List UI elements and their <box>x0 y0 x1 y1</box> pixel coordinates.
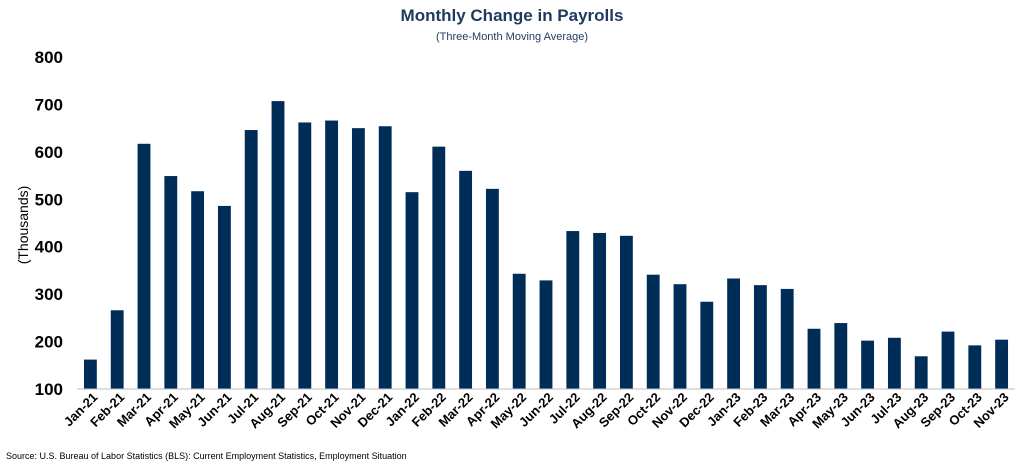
bar-sep-23 <box>941 331 955 389</box>
bar-nov-22 <box>673 284 687 389</box>
bar-apr-23 <box>807 328 821 389</box>
y-axis-ticks: 100 200 300 400 500 600 700 800 <box>35 48 63 399</box>
y-tick-label: 600 <box>35 143 63 162</box>
bar-mar-21 <box>137 143 151 389</box>
bar-dec-22 <box>700 301 714 389</box>
bar-feb-21 <box>110 310 124 389</box>
bar-mar-22 <box>459 170 473 389</box>
source-note: Source: U.S. Bureau of Labor Statistics … <box>6 451 407 461</box>
bar-apr-22 <box>485 188 499 389</box>
bar-sep-21 <box>298 122 312 389</box>
bar-sep-22 <box>619 235 633 389</box>
bar-mar-23 <box>780 288 794 389</box>
bar-jan-22 <box>405 192 419 389</box>
bar-oct-23 <box>968 345 982 389</box>
bar-jul-21 <box>244 130 258 390</box>
bar-dec-21 <box>378 126 392 389</box>
bar-jan-23 <box>727 278 741 389</box>
bar-may-22 <box>512 273 526 389</box>
bar-jan-21 <box>83 359 97 389</box>
x-axis-ticks: Jan-21Feb-21Mar-21Apr-21May-21Jun-21Jul-… <box>61 390 1012 432</box>
y-tick-label: 300 <box>35 285 63 304</box>
y-axis-title-group: (Thousands) <box>15 186 31 265</box>
bar-feb-22 <box>432 146 446 389</box>
bar-jun-22 <box>539 280 553 389</box>
chart-title: Monthly Change in Payrolls <box>400 6 624 25</box>
bar-jul-23 <box>887 337 901 389</box>
y-tick-label: 100 <box>35 380 63 399</box>
bar-may-21 <box>191 191 205 389</box>
bars <box>83 101 1009 390</box>
y-tick-label: 800 <box>35 48 63 67</box>
y-tick-label: 500 <box>35 190 63 209</box>
bar-aug-21 <box>271 101 285 390</box>
bar-jun-23 <box>861 340 875 389</box>
bar-feb-23 <box>753 285 767 389</box>
y-axis-title: (Thousands) <box>15 186 31 265</box>
bar-oct-22 <box>646 274 660 389</box>
y-tick-label: 700 <box>35 95 63 114</box>
bar-jun-21 <box>217 205 231 389</box>
chart-subtitle: (Three-Month Moving Average) <box>435 31 589 43</box>
bar-jul-22 <box>566 231 580 389</box>
y-tick-label: 200 <box>35 333 63 352</box>
bar-nov-21 <box>351 128 365 389</box>
bar-aug-22 <box>593 232 607 389</box>
bar-may-23 <box>834 323 848 389</box>
bar-oct-21 <box>325 120 339 390</box>
bar-nov-23 <box>995 339 1009 389</box>
bar-aug-23 <box>914 356 928 389</box>
y-tick-label: 400 <box>35 238 63 257</box>
bar-apr-21 <box>164 176 178 389</box>
